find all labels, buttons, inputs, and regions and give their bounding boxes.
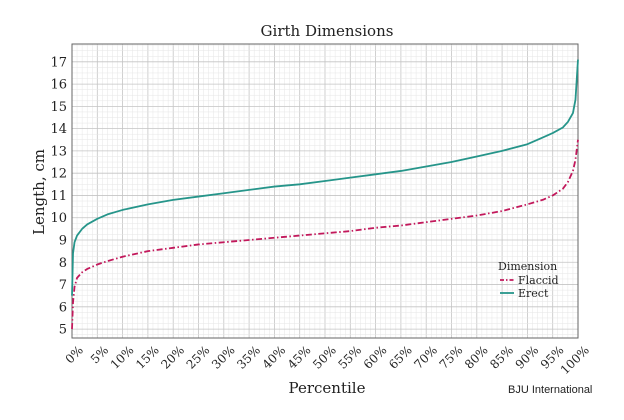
y-axis-ticks: 5 6 7 8 9 10 11 12 13 14 15 16 17	[50, 55, 67, 337]
y-tick-label: 11	[50, 189, 67, 204]
x-tick-label: 80%	[462, 343, 491, 372]
x-tick-label: 70%	[411, 343, 440, 372]
x-tick-label: 35%	[234, 343, 263, 372]
y-tick-label: 13	[50, 144, 67, 159]
plot-frame	[71, 43, 579, 339]
series-line-erect	[71, 59, 579, 296]
y-tick-label: 14	[50, 122, 67, 137]
x-tick-label: 25%	[184, 343, 213, 372]
x-tick-label: 0%	[63, 343, 86, 366]
y-axis-title: Length, cm	[30, 149, 48, 235]
x-tick-label: 60%	[361, 343, 390, 372]
legend-label-flaccid: Flaccid	[518, 274, 559, 287]
source-credit: BJU International	[508, 384, 593, 396]
y-tick-label: 5	[59, 323, 67, 338]
y-tick-label: 6	[59, 300, 67, 315]
x-tick-label: 30%	[209, 343, 238, 372]
x-tick-label: 20%	[158, 343, 187, 372]
legend-label-erect: Erect	[518, 287, 549, 300]
x-tick-label: 10%	[108, 343, 137, 372]
x-tick-label: 90%	[513, 343, 542, 372]
y-tick-label: 17	[50, 55, 67, 70]
legend-title: Dimension	[498, 260, 557, 273]
x-axis-title: Percentile	[289, 379, 366, 397]
x-tick-label: 75%	[437, 343, 466, 372]
chart-title: Girth Dimensions	[261, 22, 394, 40]
plot-grid	[71, 44, 579, 338]
x-tick-label: 50%	[310, 343, 339, 372]
series-lines	[71, 59, 579, 330]
y-tick-label: 16	[50, 78, 67, 93]
y-tick-label: 12	[50, 167, 67, 182]
x-tick-label: 100%	[558, 343, 592, 377]
x-tick-label: 55%	[335, 343, 364, 372]
x-tick-label: 65%	[386, 343, 415, 372]
x-axis-ticks: 0% 5%10%15%20%25%30%35%40%45%50%55%60%65%…	[63, 343, 592, 377]
y-tick-label: 7	[59, 278, 67, 293]
x-tick-label: 85%	[487, 343, 516, 372]
y-tick-label: 10	[50, 211, 67, 226]
y-tick-label: 15	[50, 100, 67, 115]
x-tick-label: 15%	[133, 343, 162, 372]
x-tick-label: 45%	[285, 343, 314, 372]
y-tick-label: 9	[59, 234, 67, 249]
y-tick-label: 8	[59, 256, 67, 271]
series-line-flaccid	[71, 139, 579, 330]
x-tick-label: 40%	[260, 343, 289, 372]
